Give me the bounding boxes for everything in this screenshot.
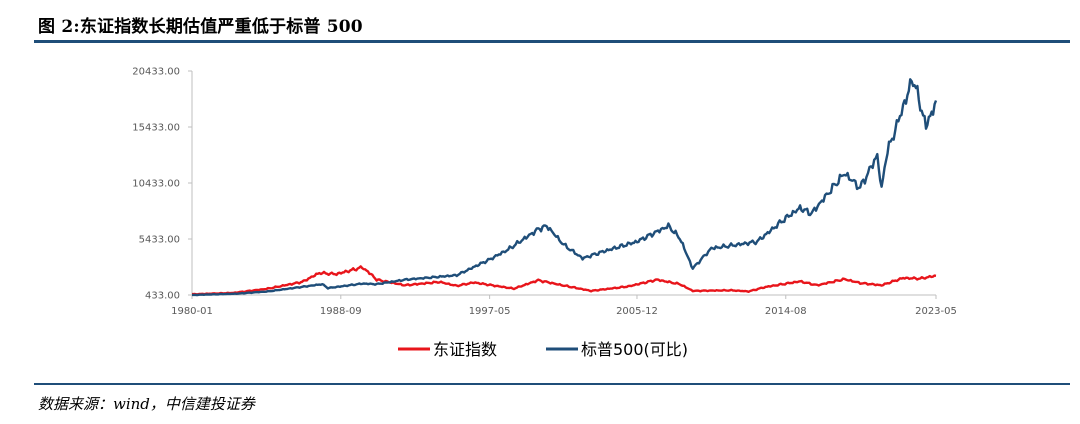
series-group <box>192 78 938 297</box>
figure-title: 图 2:东证指数长期估值严重低于标普 500 <box>38 17 363 37</box>
legend: 东证指数 标普500(可比) <box>398 340 688 359</box>
y-tick-label: 15433.00 <box>132 123 180 134</box>
y-tick-label: 10433.00 <box>132 179 180 190</box>
legend-label: 标普500(可比) <box>581 340 688 359</box>
x-tick-label: 1980-01 <box>171 306 213 317</box>
x-tick-label: 2023-05 <box>915 306 957 317</box>
line-chart: 433.00 5433.00 10433.00 15433.00 20433.00 198… <box>132 67 957 360</box>
y-tick-label: 20433.00 <box>132 67 180 78</box>
y-tick-label: 5433.00 <box>139 235 180 246</box>
legend-label: 东证指数 <box>433 340 497 359</box>
source-note: 数据来源：wind，中信建投证券 <box>38 395 255 413</box>
x-tick-label: 1997-05 <box>469 306 511 317</box>
series-line-topix <box>192 265 937 296</box>
x-tick-label: 2014-08 <box>765 306 807 317</box>
x-tick-label: 1988-09 <box>320 306 362 317</box>
x-tick-label: 2005-12 <box>616 306 658 317</box>
top-rule <box>34 40 1070 43</box>
y-tick-label: 433.00 <box>145 291 180 302</box>
axes-group: 433.00 5433.00 10433.00 15433.00 20433.00 198… <box>132 67 957 318</box>
series-line-sp500 <box>192 78 938 297</box>
bottom-rule <box>34 383 1070 385</box>
